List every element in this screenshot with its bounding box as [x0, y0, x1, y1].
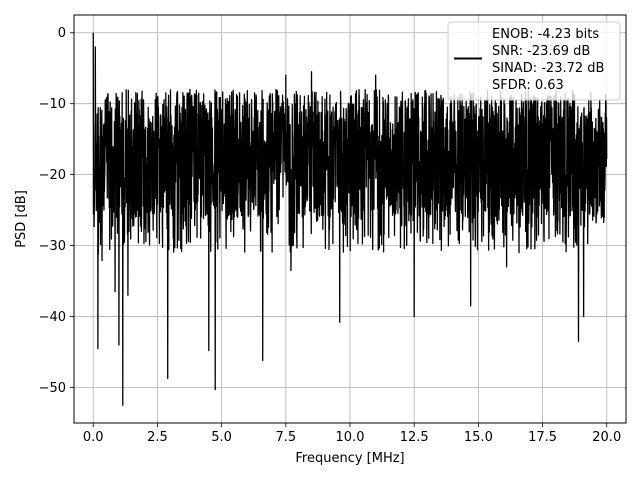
x-tick-label: 17.5 — [528, 430, 557, 445]
y-tick-label: −20 — [39, 168, 66, 183]
y-axis-label: PSD [dB] — [14, 190, 29, 248]
legend-line-snr: SNR: -23.69 dB — [492, 44, 590, 59]
y-axis: 0 −10 −20 −30 −40 −50 — [39, 26, 74, 396]
legend-line-sfdr: SFDR: 0.63 — [492, 78, 564, 93]
x-axis: 0.0 2.5 5.0 7.5 10.0 12.5 15.0 17.5 20.0 — [83, 423, 621, 445]
x-axis-label: Frequency [MHz] — [295, 451, 404, 466]
plot-area — [92, 32, 608, 406]
x-tick-label: 0.0 — [83, 430, 104, 445]
y-tick-label: −50 — [39, 381, 66, 396]
legend-box — [447, 21, 621, 101]
legend-line-sinad: SINAD: -23.72 dB — [492, 61, 604, 76]
y-tick-label: −40 — [39, 310, 66, 325]
x-tick-label: 12.5 — [400, 430, 429, 445]
y-tick-label: −30 — [39, 239, 66, 254]
legend-line-enob: ENOB: -4.23 bits — [492, 27, 599, 42]
x-tick-label: 20.0 — [592, 430, 621, 445]
x-tick-label: 2.5 — [147, 430, 168, 445]
x-tick-label: 10.0 — [336, 430, 365, 445]
x-tick-label: 5.0 — [211, 430, 232, 445]
y-tick-label: 0 — [58, 26, 66, 41]
x-tick-label: 7.5 — [275, 430, 296, 445]
legend: ENOB: -4.23 bits SNR: -23.69 dB SINAD: -… — [447, 21, 621, 101]
series-psd-line — [92, 32, 608, 406]
y-tick-label: −10 — [39, 97, 66, 112]
x-tick-label: 15.0 — [464, 430, 493, 445]
